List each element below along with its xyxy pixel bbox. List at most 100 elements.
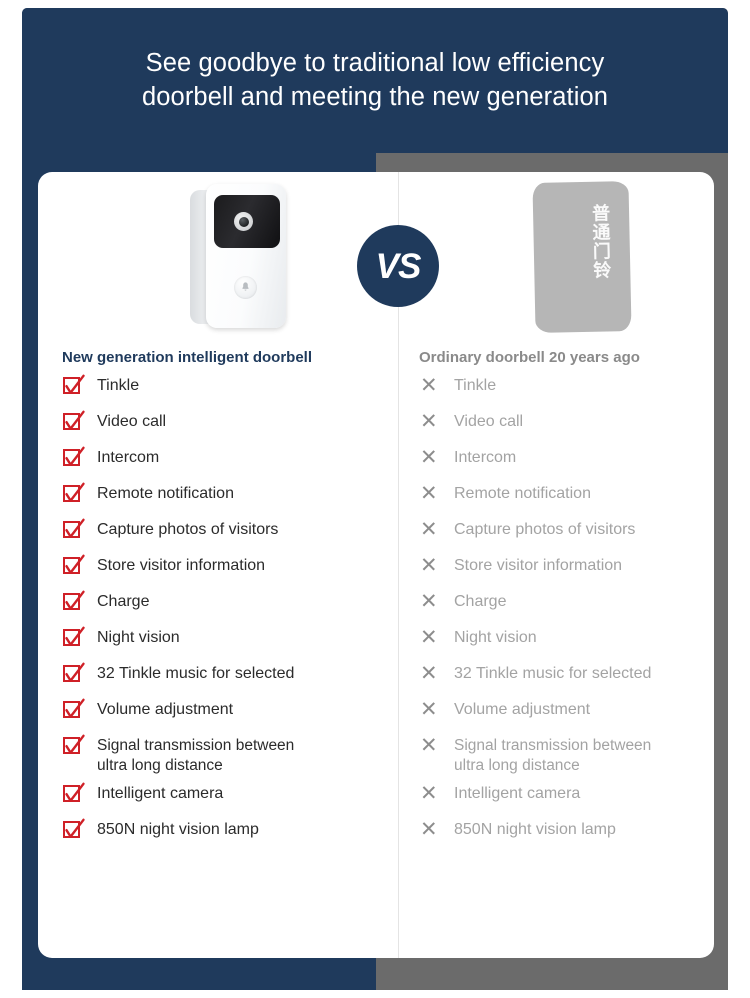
feature-label: Volume adjustment <box>454 701 591 718</box>
feature-label: Volume adjustment <box>97 701 234 718</box>
doorbell-product-image <box>190 184 286 330</box>
feature-item: Night vision <box>62 626 398 652</box>
feature-label-line: ultra long distance <box>454 756 580 774</box>
feature-label: Capture photos of visitors <box>97 521 279 538</box>
feature-label: Intercom <box>97 449 160 466</box>
feature-item: Capture photos of visitors <box>62 518 398 544</box>
cross-x-icon: ✕ <box>420 662 438 685</box>
comparison-card: New generation intelligent doorbell Tink… <box>38 172 714 958</box>
feature-label: Intelligent camera <box>97 785 224 803</box>
column-ordinary-doorbell: 普通门铃 Ordinary doorbell 20 years ago ✕ Tin… <box>398 172 714 958</box>
feature-item: Video call <box>62 410 398 436</box>
feature-label: Store visitor information <box>454 557 623 574</box>
checkbox-checked-icon <box>62 734 88 759</box>
checkbox-checked-icon <box>62 662 88 687</box>
feature-label: Charge <box>97 593 150 610</box>
cross-x-icon: ✕ <box>420 554 438 577</box>
cross-x-icon: ✕ <box>420 782 438 806</box>
feature-item: ✕ Intelligent camera <box>419 782 714 808</box>
feature-label: Signal transmission between ultra long di… <box>454 734 651 775</box>
checkbox-checked-icon <box>62 446 88 471</box>
feature-label: Store visitor information <box>97 557 266 574</box>
checkbox-checked-icon <box>62 482 88 507</box>
caption-new-doorbell: New generation intelligent doorbell <box>62 348 313 366</box>
checkbox-checked-icon <box>62 518 88 543</box>
feature-item: 32 Tinkle music for selected <box>62 662 398 688</box>
feature-label-line: Signal transmission between <box>97 737 295 754</box>
feature-item: Signal transmission between ultra long di… <box>62 734 398 775</box>
feature-label: Video call <box>97 413 167 430</box>
feature-item: ✕ Charge <box>419 590 714 616</box>
checkbox-checked-icon <box>62 410 88 435</box>
vs-label: VS <box>375 246 422 286</box>
cross-x-icon: ✕ <box>420 590 438 613</box>
checkbox-checked-icon <box>62 554 88 579</box>
caption-ordinary-doorbell: Ordinary doorbell 20 years ago <box>419 348 640 366</box>
feature-item: ✕ Store visitor information <box>419 554 714 580</box>
feature-item: Intelligent camera <box>62 782 398 808</box>
feature-label: Remote notification <box>97 485 234 502</box>
feature-label-line: Signal transmission between <box>454 737 652 754</box>
feature-item: Remote notification <box>62 482 398 508</box>
feature-label: Intelligent camera <box>454 785 581 803</box>
feature-item: Intercom <box>62 446 398 472</box>
feature-label: 850N night vision lamp <box>454 821 616 839</box>
feature-label: 32 Tinkle music for selected <box>454 665 652 682</box>
feature-label-line: ultra long distance <box>97 756 223 774</box>
feature-label: Remote notification <box>454 485 591 502</box>
feature-item: ✕ Signal transmission between ultra long d… <box>419 734 714 775</box>
feature-item: ✕ Intercom <box>419 446 714 472</box>
cross-x-icon: ✕ <box>420 626 438 649</box>
feature-label: Charge <box>454 593 507 610</box>
cross-x-icon: ✕ <box>420 374 438 397</box>
page-title: See goodbye to traditional low efficienc… <box>141 48 609 111</box>
feature-label: Video call <box>454 413 524 430</box>
cross-x-icon: ✕ <box>420 518 438 541</box>
feature-item: Volume adjustment <box>62 698 398 724</box>
feature-item: Tinkle <box>62 374 398 400</box>
column-new-doorbell: New generation intelligent doorbell Tink… <box>38 172 398 958</box>
cross-x-icon: ✕ <box>420 818 438 842</box>
feature-item: 850N night vision lamp <box>62 818 398 844</box>
cross-x-icon: ✕ <box>420 410 438 433</box>
checkbox-checked-icon <box>62 818 88 843</box>
feature-item: Charge <box>62 590 398 616</box>
checkbox-checked-icon <box>62 590 88 615</box>
feature-item: ✕ Video call <box>419 410 714 436</box>
cross-x-icon: ✕ <box>420 446 438 469</box>
checkbox-checked-icon <box>62 782 88 807</box>
feature-item: ✕ 32 Tinkle music for selected <box>419 662 714 688</box>
feature-label: Capture photos of visitors <box>454 521 636 538</box>
header-banner: See goodbye to traditional low efficienc… <box>22 8 728 153</box>
feature-item: ✕ Tinkle <box>419 374 714 400</box>
feature-label: Night vision <box>454 629 537 646</box>
feature-item: ✕ Remote notification <box>419 482 714 508</box>
feature-label: 850N night vision lamp <box>97 821 259 839</box>
feature-label: 32 Tinkle music for selected <box>97 665 295 682</box>
feature-label: Tinkle <box>454 377 497 394</box>
feature-item: ✕ Capture photos of visitors <box>419 518 714 544</box>
ordinary-doorbell-label: 普通门铃 <box>589 203 612 280</box>
feature-item: ✕ Night vision <box>419 626 714 652</box>
cross-x-icon: ✕ <box>420 698 438 721</box>
checkbox-checked-icon <box>62 374 88 399</box>
feature-label: Signal transmission between ultra long di… <box>97 734 294 775</box>
checkbox-checked-icon <box>62 698 88 723</box>
feature-label: Intercom <box>454 449 517 466</box>
cross-x-icon: ✕ <box>420 482 438 505</box>
hero-ordinary-doorbell: 普通门铃 <box>419 172 714 340</box>
feature-list-new: Tinkle Video call Intercom Remote notificat… <box>62 374 398 844</box>
feature-label: Tinkle <box>97 377 140 394</box>
cross-x-icon: ✕ <box>420 734 438 757</box>
camera-lens-icon <box>238 216 249 227</box>
ordinary-doorbell-silhouette: 普通门铃 <box>532 181 632 333</box>
feature-list-ordinary: ✕ Tinkle ✕ Video call ✕ Intercom ✕ Remote notif… <box>419 374 714 844</box>
hero-new-doorbell <box>62 172 398 340</box>
bell-icon <box>242 282 249 291</box>
checkbox-checked-icon <box>62 626 88 651</box>
vs-badge: VS <box>357 225 439 307</box>
feature-item: ✕ Volume adjustment <box>419 698 714 724</box>
feature-label: Night vision <box>97 629 180 646</box>
feature-item: Store visitor information <box>62 554 398 580</box>
feature-item: ✕ 850N night vision lamp <box>419 818 714 844</box>
